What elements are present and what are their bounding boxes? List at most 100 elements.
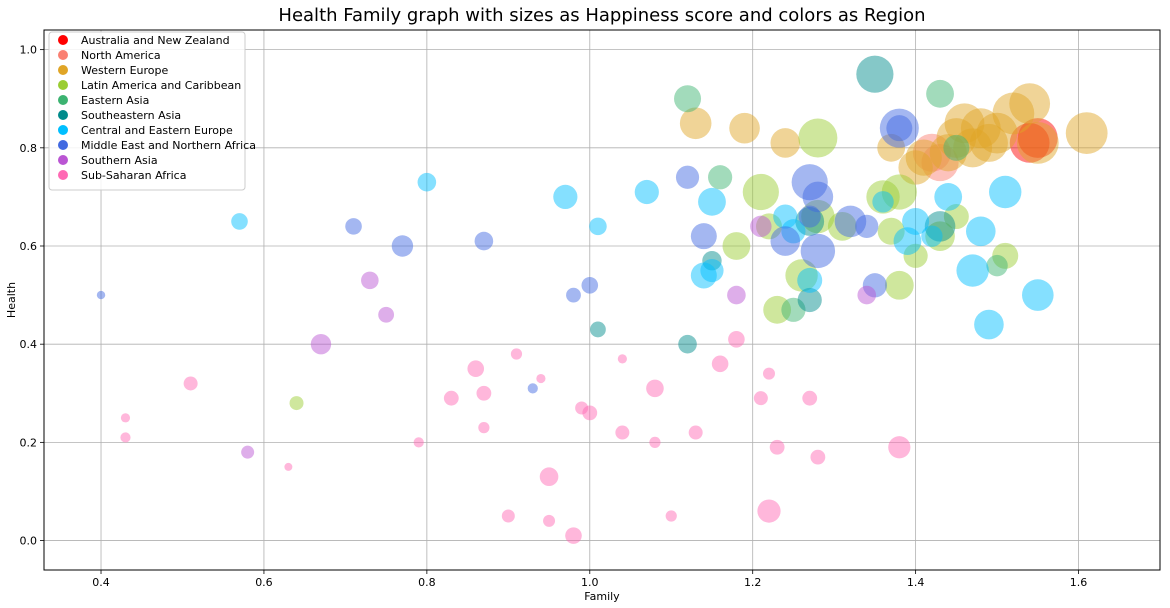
data-point (773, 204, 798, 229)
data-point (729, 112, 760, 144)
legend-label: North America (81, 49, 161, 62)
data-point (862, 273, 887, 298)
data-point (728, 330, 745, 348)
data-point (476, 385, 492, 401)
legend-marker (58, 95, 68, 105)
data-point (678, 334, 697, 354)
data-point (753, 391, 768, 406)
legend-marker (58, 125, 68, 135)
data-point (785, 259, 818, 292)
data-point (1009, 83, 1051, 125)
data-point (378, 306, 395, 323)
data-point (617, 354, 627, 364)
data-point (231, 213, 248, 230)
y-tick-label: 0.0 (20, 535, 38, 548)
data-point (757, 499, 781, 523)
data-point (898, 150, 933, 185)
data-point (679, 107, 712, 140)
legend-label: Southern Asia (81, 154, 158, 167)
data-point (443, 390, 459, 406)
data-point (969, 123, 1008, 162)
chart-title: Health Family graph with sizes as Happin… (278, 5, 925, 26)
data-point (881, 174, 917, 210)
data-point (974, 309, 1004, 340)
data-point (1009, 123, 1050, 163)
data-point (575, 401, 589, 415)
data-point (943, 204, 969, 230)
x-tick-label: 0.8 (418, 576, 436, 589)
data-point (926, 79, 954, 108)
data-point (903, 243, 928, 268)
data-point (856, 55, 894, 93)
data-point (727, 285, 746, 305)
data-point (956, 254, 989, 287)
y-tick-label: 0.6 (20, 240, 38, 253)
data-point (992, 242, 1019, 269)
data-point (936, 118, 977, 158)
data-point (795, 207, 825, 236)
data-point (702, 251, 722, 271)
data-point (762, 367, 775, 380)
data-point (801, 199, 835, 234)
data-point (965, 216, 996, 247)
data-point (879, 108, 919, 148)
data-point (120, 413, 131, 423)
data-point (675, 165, 700, 189)
data-point (893, 227, 922, 255)
data-point (690, 223, 717, 250)
data-point (742, 173, 779, 211)
data-point (797, 287, 822, 313)
data-point (120, 432, 131, 443)
x-tick-label: 0.6 (255, 576, 273, 589)
data-point (912, 133, 951, 172)
data-point (96, 290, 106, 300)
data-point (722, 232, 751, 260)
legend-label: Southeastern Asia (81, 109, 181, 122)
data-point (665, 510, 677, 522)
data-point (708, 165, 733, 190)
data-point (781, 297, 806, 322)
data-point (857, 285, 877, 305)
data-point (791, 164, 828, 201)
data-point (770, 128, 801, 158)
data-point (510, 348, 523, 360)
legend-label: Latin America and Caribbean (81, 79, 241, 92)
data-point (872, 191, 894, 213)
legend-label: Middle East and Northern Africa (81, 139, 256, 152)
legend-label: Sub-Saharan Africa (81, 169, 186, 182)
data-point (674, 85, 702, 113)
data-point (944, 103, 985, 144)
data-point (345, 218, 362, 235)
data-point (289, 396, 304, 411)
data-point (763, 295, 792, 324)
data-point (770, 226, 801, 256)
legend-label: Australia and New Zealand (81, 34, 230, 47)
data-point (615, 425, 630, 440)
data-point (992, 92, 1035, 135)
data-point (536, 373, 546, 384)
legend-marker (58, 35, 68, 45)
data-point (241, 445, 255, 459)
y-axis-label: Health (5, 282, 18, 318)
data-point (755, 213, 782, 240)
data-point (929, 134, 967, 172)
data-point (413, 437, 424, 448)
data-point (700, 258, 724, 283)
data-point (478, 422, 490, 434)
data-point (921, 143, 959, 182)
data-point (1016, 122, 1059, 164)
data-point (361, 271, 379, 290)
x-axis-label: Family (584, 590, 620, 603)
data-point (886, 115, 913, 142)
plot-frame (43, 29, 1161, 571)
data-point (582, 405, 598, 421)
data-point (711, 355, 729, 373)
data-point (284, 462, 293, 471)
data-point (866, 180, 900, 214)
data-point (688, 425, 703, 440)
data-point (921, 225, 943, 247)
data-point (1022, 279, 1054, 311)
data-point (976, 112, 1018, 154)
x-axis-ticks: 0.4 0.6 0.8 1.0 1.2 1.4 1.6 (92, 570, 1087, 589)
legend: Australia and New Zealand North America We… (48, 31, 256, 191)
